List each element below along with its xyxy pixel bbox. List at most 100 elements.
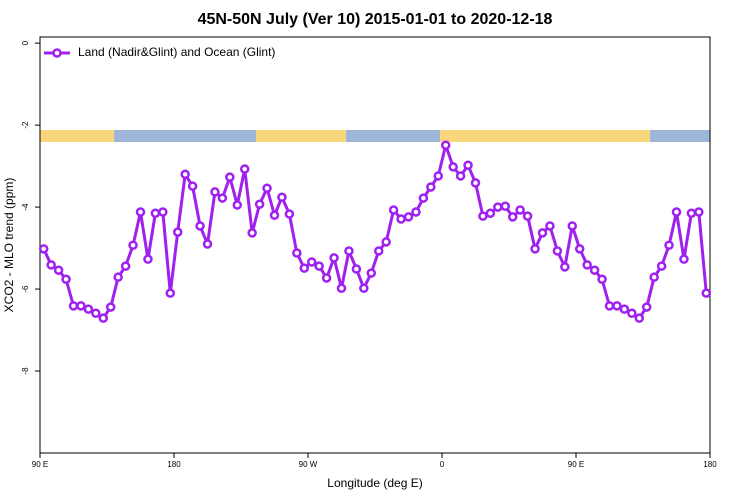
point (694, 207, 704, 217)
point (284, 209, 295, 219)
point (388, 205, 399, 215)
point (664, 240, 674, 250)
point (306, 257, 317, 267)
point (522, 211, 533, 221)
point (500, 201, 511, 212)
point (537, 228, 548, 238)
point (418, 193, 429, 203)
point (277, 192, 287, 203)
point (225, 172, 235, 182)
point (411, 207, 421, 217)
point (515, 205, 525, 215)
point (381, 237, 391, 247)
point (679, 254, 689, 264)
point (396, 214, 406, 224)
point (671, 207, 682, 217)
point (247, 228, 257, 238)
point (299, 263, 310, 273)
point (91, 308, 101, 318)
point (373, 246, 384, 256)
point (597, 274, 607, 284)
y-tick-label: 0 (21, 40, 30, 45)
point (359, 283, 369, 293)
y-tick-label: -6 (21, 285, 30, 293)
point (83, 304, 94, 314)
point (38, 244, 49, 254)
point (366, 268, 377, 278)
y-axis-label: XCO2 - MLO trend (ppm) (2, 178, 16, 313)
legend-label: Land (Nadir&Glint) and Ocean (Glint) (78, 45, 275, 59)
point (686, 208, 697, 218)
ocean (650, 130, 710, 142)
point (649, 272, 659, 282)
point (656, 261, 667, 271)
land-ocean-strip (40, 130, 710, 142)
point (239, 164, 250, 174)
point (641, 302, 652, 312)
x-tick-label: 0 (440, 460, 445, 469)
point (135, 207, 146, 217)
ocean (114, 130, 256, 142)
point (351, 264, 362, 274)
point (61, 274, 71, 284)
point (98, 313, 109, 323)
point (619, 304, 630, 314)
point (493, 202, 503, 212)
point (321, 273, 332, 283)
point (448, 162, 458, 172)
point (530, 244, 540, 254)
point (128, 240, 138, 250)
point (150, 208, 161, 218)
point (433, 171, 444, 181)
x-tick-label: 90 W (299, 460, 318, 469)
point (567, 221, 578, 231)
point (210, 187, 220, 197)
ocean (346, 130, 440, 142)
point (195, 221, 205, 231)
point (76, 301, 86, 311)
point (68, 301, 79, 311)
point (217, 193, 228, 203)
point (552, 246, 563, 256)
point (634, 313, 645, 323)
x-tick-label: 180 (167, 460, 181, 469)
x-tick-label: 90 E (32, 460, 48, 469)
point (440, 140, 451, 150)
point (172, 227, 183, 237)
point (604, 301, 615, 311)
land (256, 130, 346, 142)
point (269, 210, 280, 221)
point (470, 178, 481, 188)
x-axis-label: Longitude (deg E) (327, 476, 422, 490)
chart-title: 45N-50N July (Ver 10) 2015-01-01 to 2020… (198, 11, 553, 28)
x-tick-label: 180 (703, 460, 717, 469)
point (589, 265, 600, 275)
point (113, 272, 123, 282)
plot-frame (39, 36, 711, 454)
point (574, 244, 585, 254)
y-tick-label: -4 (21, 203, 30, 211)
land (40, 130, 114, 142)
point (232, 200, 243, 210)
point (202, 239, 213, 249)
point (701, 288, 712, 298)
point (262, 183, 272, 193)
point (485, 208, 496, 218)
point (314, 261, 324, 271)
point (254, 199, 265, 209)
point (165, 288, 176, 298)
point (46, 260, 56, 270)
point (545, 221, 555, 231)
point (53, 265, 64, 275)
land (440, 130, 650, 142)
y-tick-label: -2 (21, 121, 30, 129)
point (403, 212, 414, 222)
point (158, 207, 168, 217)
point (105, 302, 116, 312)
point (329, 253, 339, 263)
point (612, 301, 622, 311)
point (120, 261, 131, 271)
series-line (42, 143, 708, 320)
point (344, 246, 354, 256)
